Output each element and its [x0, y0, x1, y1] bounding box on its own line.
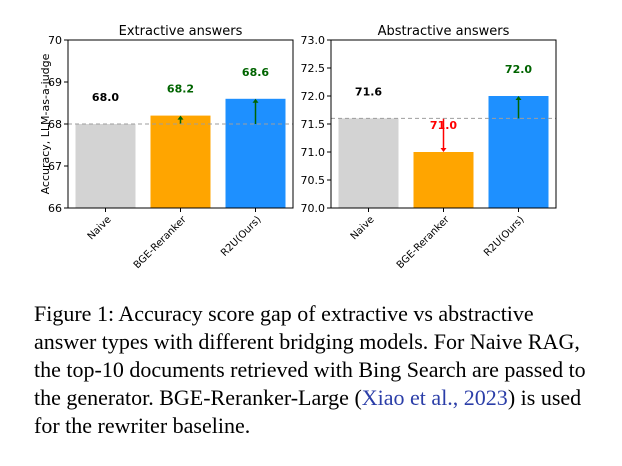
y-tick-label: 71.0	[301, 146, 326, 159]
bar-bge-reranker	[413, 152, 474, 208]
citation-link[interactable]: Xiao et al., 2023	[361, 385, 508, 410]
bar-naive	[75, 124, 136, 208]
x-tick-label: Naive	[349, 214, 377, 242]
change-arrow-head	[515, 96, 522, 100]
value-label: 72.0	[505, 63, 532, 76]
caption-text-end: ) is used for the rewriter baseline.	[34, 385, 582, 438]
change-arrow-head	[440, 148, 447, 152]
y-tick-label: 72.5	[301, 62, 326, 75]
y-tick-label: 69	[48, 76, 62, 89]
value-label: 68.0	[92, 91, 119, 104]
y-tick-label: 67	[48, 160, 62, 173]
change-arrow-head	[177, 115, 184, 120]
y-tick-label: 68	[48, 118, 62, 131]
bar-bge-reranker	[150, 115, 211, 208]
y-tick-label: 66	[48, 202, 62, 215]
y-tick-label: 73.0	[301, 34, 326, 47]
y-tick-label: 71.5	[301, 118, 326, 131]
caption-text-start: Figure 1: Accuracy score gap of extracti…	[34, 301, 586, 410]
value-label: 68.6	[242, 66, 269, 79]
bar-naive	[338, 118, 399, 208]
figure-caption: Figure 1: Accuracy score gap of extracti…	[34, 300, 594, 440]
y-axis-label: Accuracy, LLM-as-a-judge	[39, 53, 52, 194]
change-arrow-head	[252, 98, 259, 103]
panel-title: Extractive answers	[119, 24, 243, 39]
y-tick-label: 70.0	[301, 202, 326, 215]
value-label: 68.2	[167, 83, 194, 96]
panel-title: Abstractive answers	[378, 24, 510, 39]
abstractive-answers-panel: Abstractive answers 71.6 Naive 71.0 BGE-Rera…	[301, 24, 557, 271]
accuracy-bar-chart-figure: Extractive answers 68.0 Naive 68.2 BGE-Reran…	[39, 24, 557, 271]
x-tick-label: R2U(Ours)	[482, 214, 527, 259]
y-tick-label: 70.5	[301, 174, 326, 187]
x-tick-label: R2U(Ours)	[219, 214, 264, 259]
value-label: 71.6	[355, 86, 382, 99]
x-tick-label: BGE-Reranker	[395, 214, 452, 271]
plot-frame	[67, 39, 294, 209]
x-tick-label: BGE-Reranker	[132, 214, 189, 271]
y-tick-label: 72.0	[301, 90, 326, 103]
y-tick-label: 70	[48, 34, 62, 47]
x-tick-label: Naive	[86, 214, 114, 242]
extractive-answers-panel: Extractive answers 68.0 Naive 68.2 BGE-Reran…	[48, 24, 294, 271]
plot-frame	[330, 39, 557, 209]
